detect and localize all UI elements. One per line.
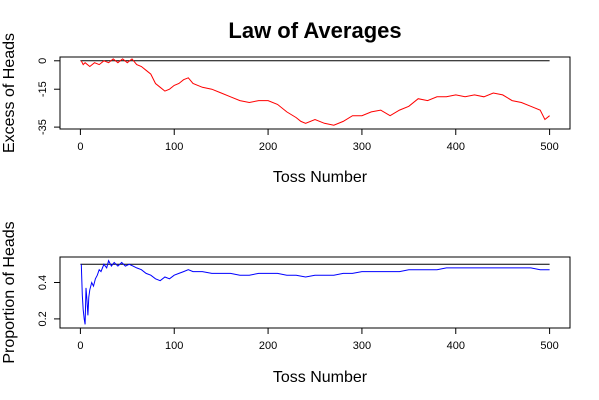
- proportion-series-line: [80, 259, 550, 325]
- y-axis-label: Excess of Heads: [1, 33, 18, 153]
- x-axis-label: Toss Number: [273, 369, 368, 386]
- plot-frame: [59, 256, 571, 329]
- figure-title: Law of Averages: [228, 18, 401, 43]
- x-tick-label: 400: [447, 340, 465, 352]
- excess-heads-panel: 0 100 200 300 400 500 0 -15 -35 Toss Number Excess…: [1, 33, 571, 186]
- y-axis-label: Proportion of Heads: [1, 221, 18, 363]
- x-tick-label: 400: [447, 141, 465, 153]
- plot-frame: [59, 56, 571, 130]
- x-tick-label: 200: [259, 340, 277, 352]
- x-tick-label: 500: [540, 340, 558, 352]
- x-axis-label: Toss Number: [273, 169, 368, 186]
- y-tick-label: 0: [37, 58, 49, 64]
- x-tick-label: 100: [165, 340, 183, 352]
- y-tick-label: 0.2: [37, 311, 49, 326]
- y-tick-label: -35: [37, 119, 49, 135]
- proportion-heads-panel: 0 100 200 300 400 500 0.2 0.4 Toss Number Proport…: [1, 221, 571, 386]
- y-tick-label: -15: [37, 81, 49, 97]
- x-tick-label: 300: [353, 141, 371, 153]
- x-tick-label: 500: [540, 141, 558, 153]
- x-tick-label: 0: [77, 340, 83, 352]
- excess-series-line: [80, 58, 550, 126]
- x-tick-label: 0: [77, 141, 83, 153]
- x-tick-label: 200: [259, 141, 277, 153]
- x-tick-label: 100: [165, 141, 183, 153]
- x-tick-label: 300: [353, 340, 371, 352]
- y-tick-label: 0.4: [37, 275, 49, 290]
